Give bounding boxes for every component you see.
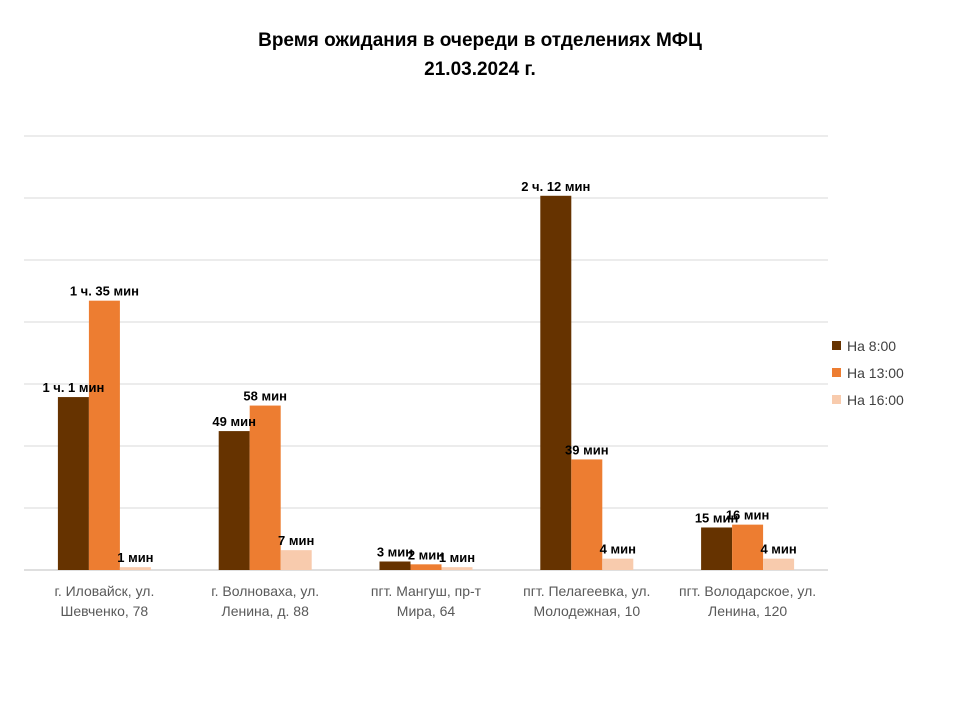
category-label-line: Ленина, д. 88 (221, 603, 309, 619)
bar (249, 405, 281, 570)
legend-label: На 8:00 (847, 337, 897, 354)
legend-swatch (832, 368, 841, 377)
data-label: 49 мин (212, 414, 256, 429)
data-label: 1 мин (117, 550, 153, 565)
category-label: пгт. Пелагеевка, ул. Молодежная, 10 (502, 581, 672, 621)
chart-title: Время ожидания в очереди в отделениях МФ… (0, 26, 960, 84)
data-label: 2 мин (408, 547, 444, 562)
bar (57, 397, 89, 570)
gridlines (24, 135, 828, 571)
data-label: 1 мин (439, 550, 475, 565)
data-label: 4 мин (600, 542, 636, 557)
bar (410, 564, 442, 570)
legend-item-8: На 8:00 (832, 332, 904, 359)
category-label: г. Волноваха, ул. Ленина, д. 88 (180, 581, 350, 621)
category-label: пгт. Мангуш, пр-т Мира, 64 (341, 581, 511, 621)
category-label-line: Ленина, 120 (708, 603, 788, 619)
bars (57, 195, 795, 570)
bar (732, 524, 764, 570)
bar (379, 561, 411, 570)
chart-title-line-2: 21.03.2024 г. (424, 59, 536, 80)
legend: На 8:00 На 13:00 На 16:00 (832, 332, 904, 413)
data-label: 15 мин (695, 510, 739, 525)
legend-swatch (832, 341, 841, 350)
data-label: 58 мин (243, 389, 287, 404)
data-label: 4 мин (760, 542, 796, 557)
bar (571, 459, 603, 570)
category-label-line: пгт. Пелагеевка, ул. (523, 583, 651, 599)
legend-label: На 13:00 (847, 364, 904, 381)
bar (441, 567, 473, 570)
legend-item-13: На 13:00 (832, 359, 904, 386)
chart-title-line-1: Время ожидания в очереди в отделениях МФ… (258, 30, 702, 51)
legend-label: На 16:00 (847, 391, 904, 408)
value-labels: 1 ч. 1 мин 1 ч. 35 мин 1 мин 49 мин 58 мин 7 … (42, 179, 796, 565)
bar (701, 527, 733, 570)
bar (280, 550, 312, 570)
legend-swatch (832, 395, 841, 404)
category-label-line: Шевченко, 78 (60, 603, 149, 619)
bar (602, 558, 634, 570)
category-label-line: г. Иловайск, ул. (54, 583, 155, 599)
category-label-line: пгт. Володарское, ул. (679, 583, 817, 599)
bar (119, 567, 151, 570)
category-label: г. Иловайск, ул. Шевченко, 78 (19, 581, 189, 621)
data-label: 16 мин (726, 508, 770, 523)
data-label: 3 мин (377, 544, 413, 559)
bar (763, 558, 795, 570)
category-label: пгт. Володарское, ул. Ленина, 120 (663, 581, 833, 621)
legend-item-16: На 16:00 (832, 386, 904, 413)
category-label-line: пгт. Мангуш, пр-т (370, 583, 482, 599)
category-label-line: г. Волноваха, ул. (211, 583, 320, 599)
data-label: 1 ч. 35 мин (70, 284, 139, 299)
category-label-line: Молодежная, 10 (533, 603, 641, 619)
bar (540, 195, 572, 570)
data-label: 2 ч. 12 мин (521, 179, 590, 194)
data-label: 7 мин (278, 533, 314, 548)
bar (218, 431, 250, 570)
bar (88, 300, 120, 570)
category-label-line: Мира, 64 (396, 603, 456, 619)
data-label: 39 мин (565, 442, 609, 457)
data-label: 1 ч. 1 мин (42, 380, 104, 395)
